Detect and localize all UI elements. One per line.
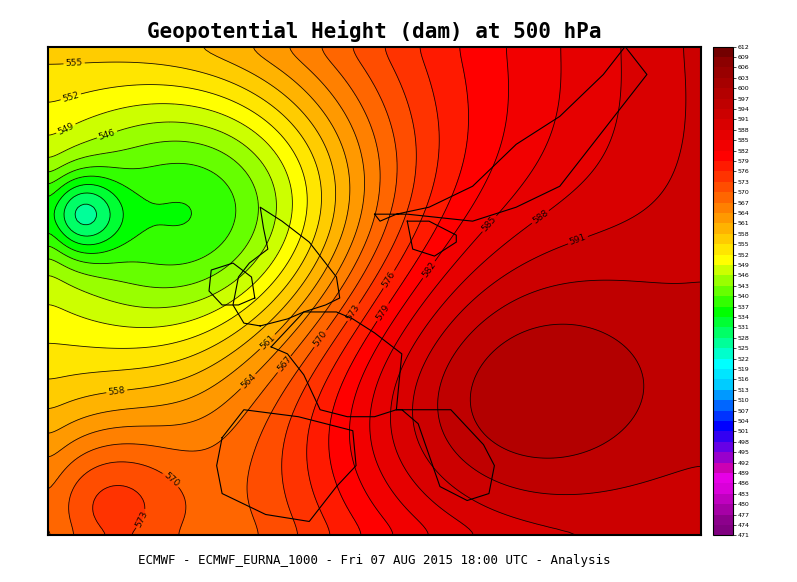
Text: 582: 582 — [420, 260, 438, 279]
Text: 549: 549 — [57, 121, 76, 136]
Text: ECMWF - ECMWF_EURNA_1000 - Fri 07 AUG 2015 18:00 UTC - Analysis: ECMWF - ECMWF_EURNA_1000 - Fri 07 AUG 20… — [139, 555, 611, 567]
Text: 564: 564 — [239, 372, 257, 391]
Text: 579: 579 — [375, 303, 391, 322]
Text: 555: 555 — [65, 59, 83, 68]
Text: 558: 558 — [108, 386, 126, 397]
Text: 546: 546 — [97, 127, 116, 141]
Text: 588: 588 — [531, 208, 550, 226]
Text: 552: 552 — [61, 90, 80, 104]
Text: 573: 573 — [345, 303, 362, 322]
Text: 573: 573 — [134, 509, 150, 529]
Text: 561: 561 — [258, 333, 277, 351]
Text: 576: 576 — [380, 270, 397, 289]
Text: 591: 591 — [568, 233, 587, 247]
Text: 585: 585 — [481, 214, 498, 233]
Text: 567: 567 — [275, 354, 293, 374]
Text: 570: 570 — [312, 329, 329, 348]
Text: 570: 570 — [162, 471, 181, 489]
Text: Geopotential Height (dam) at 500 hPa: Geopotential Height (dam) at 500 hPa — [147, 20, 602, 42]
